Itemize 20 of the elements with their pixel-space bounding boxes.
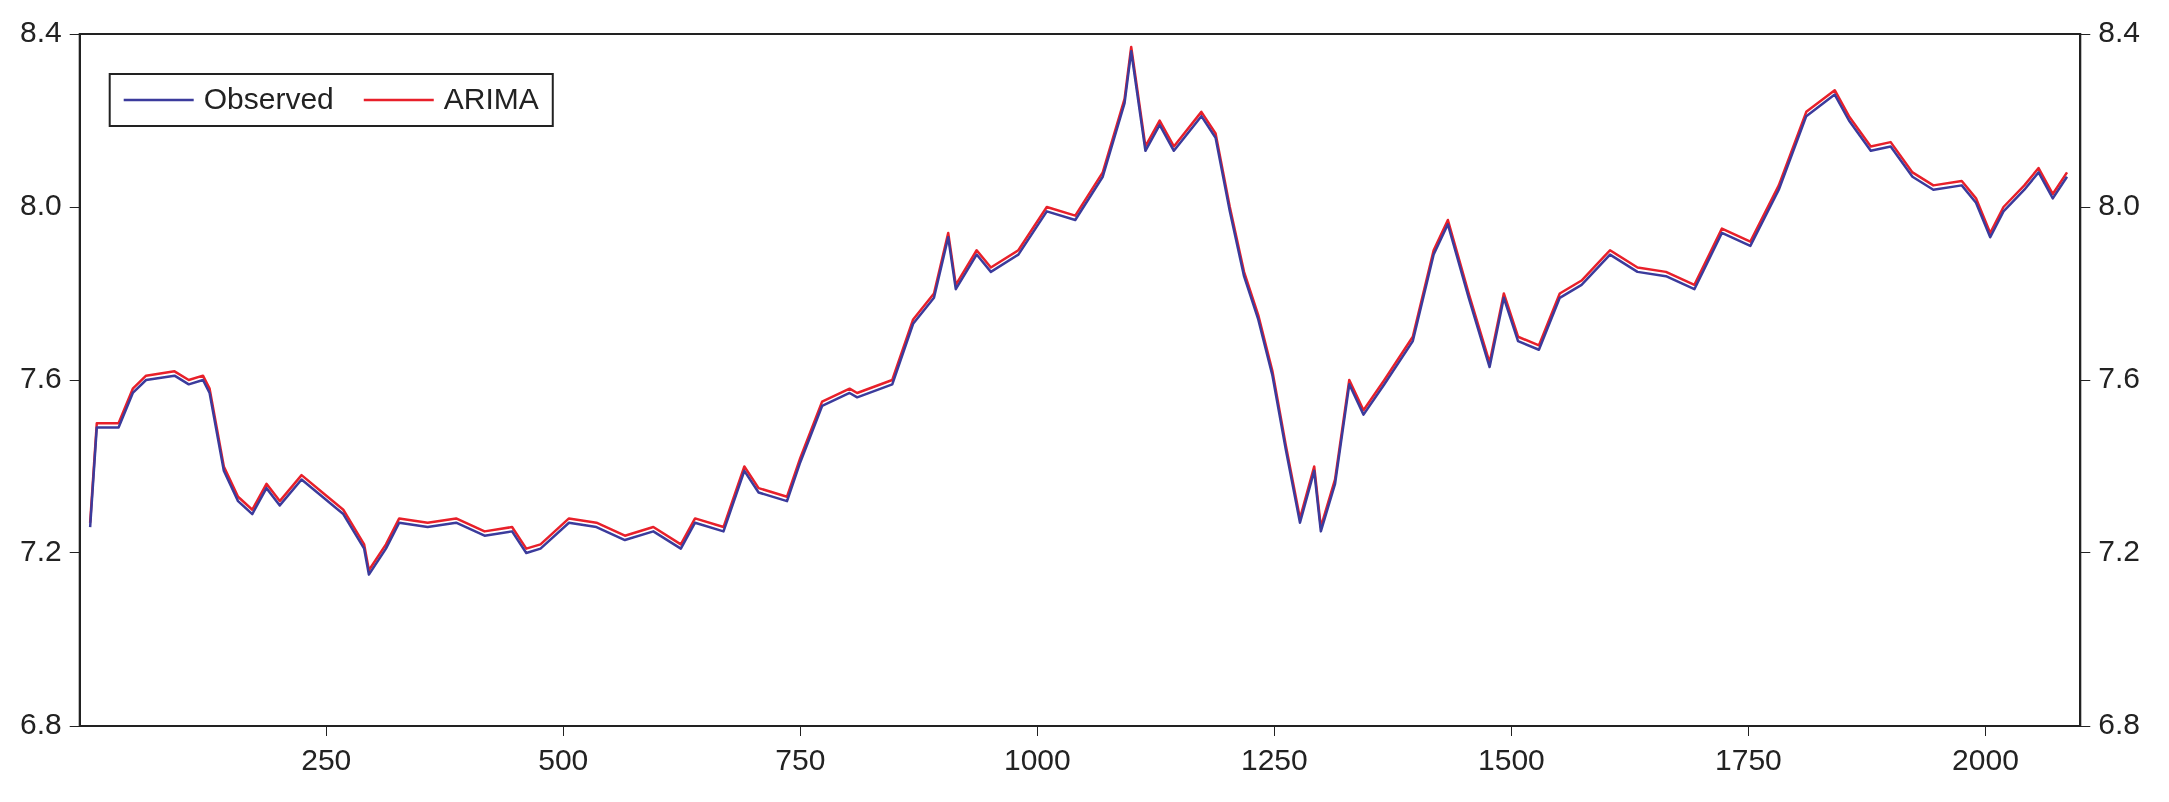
y-tick-label: 8.4	[19, 15, 62, 49]
x-tick-label: 1250	[1241, 743, 1308, 777]
y2-tick-label: 7.6	[2098, 361, 2141, 395]
y2-tick-label: 7.2	[2098, 534, 2141, 568]
y2-tick-label: 8.4	[2098, 15, 2141, 49]
x-tick-label: 250	[301, 743, 352, 777]
x-tick-label: 750	[775, 743, 826, 777]
x-tick-label: 1500	[1478, 743, 1545, 777]
y2-tick-label: 6.8	[2098, 707, 2141, 741]
x-tick-label: 1000	[1003, 743, 1071, 777]
y-tick-label: 6.8	[19, 707, 62, 741]
y-tick-label: 7.6	[19, 361, 62, 395]
x-tick-label: 1750	[1715, 743, 1782, 777]
y2-tick-label: 8.0	[2098, 188, 2141, 222]
legend-label: Observed	[203, 82, 334, 116]
legend-label: ARIMA	[443, 82, 539, 116]
y-tick-label: 7.2	[19, 534, 62, 568]
x-tick-label: 2000	[1952, 743, 2019, 777]
y-tick-label: 8.0	[19, 188, 62, 222]
x-tick-label: 500	[538, 743, 589, 777]
